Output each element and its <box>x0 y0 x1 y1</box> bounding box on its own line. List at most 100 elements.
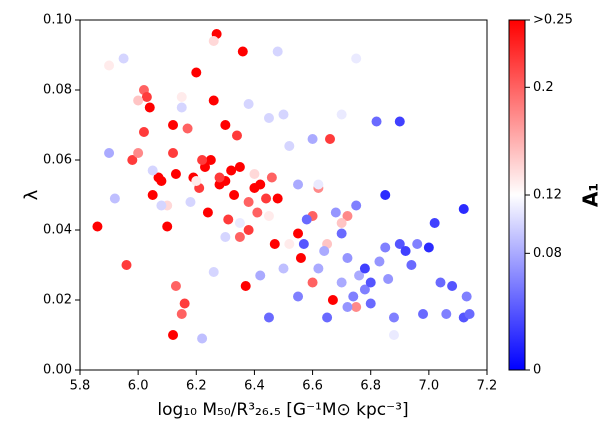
point <box>234 162 245 172</box>
point <box>293 228 304 239</box>
point <box>170 169 181 179</box>
point <box>342 211 353 221</box>
point <box>121 260 132 270</box>
point <box>263 211 274 221</box>
colorbar-tick-label: 0 <box>533 363 541 378</box>
point <box>176 309 187 319</box>
point <box>231 130 242 141</box>
point <box>104 60 115 71</box>
point <box>234 218 245 228</box>
point <box>374 256 385 267</box>
point <box>336 228 347 239</box>
point <box>179 298 190 309</box>
point <box>278 172 289 183</box>
point <box>383 274 394 284</box>
point <box>237 46 248 57</box>
point <box>182 123 193 134</box>
point <box>263 113 274 123</box>
point <box>109 193 120 204</box>
x-tick-label: 6.4 <box>244 379 265 394</box>
plot-frame <box>79 19 488 371</box>
point <box>133 148 144 158</box>
x-tick-label: 7.0 <box>419 379 440 394</box>
point <box>156 200 167 211</box>
point <box>322 312 333 323</box>
point <box>307 277 318 288</box>
point <box>447 281 458 291</box>
point <box>406 260 417 270</box>
point <box>418 309 429 319</box>
point <box>336 218 347 228</box>
point <box>388 312 399 323</box>
point <box>394 116 405 127</box>
point <box>342 253 353 263</box>
point <box>205 155 216 165</box>
point <box>176 92 187 102</box>
y-axis-label: λ <box>21 189 42 200</box>
point <box>229 190 240 200</box>
point <box>293 291 304 302</box>
point <box>272 193 283 204</box>
point <box>243 225 254 235</box>
point <box>234 232 245 242</box>
x-axis-label: log₁₀ M₅₀/R³₂₆.₅ [G⁻¹M⊙ kpc⁻³] <box>157 400 408 420</box>
point <box>365 298 376 309</box>
point <box>336 277 347 288</box>
point <box>118 53 129 64</box>
point <box>197 333 208 344</box>
point <box>92 221 103 232</box>
point <box>388 330 399 340</box>
point <box>261 193 272 204</box>
point <box>327 295 338 305</box>
point <box>127 155 138 165</box>
point <box>156 176 167 186</box>
point <box>429 218 440 228</box>
point <box>278 263 289 274</box>
point <box>144 102 155 113</box>
point <box>243 99 254 109</box>
point <box>380 242 391 253</box>
point <box>359 284 370 295</box>
point <box>243 197 254 207</box>
point <box>354 270 365 281</box>
point <box>423 242 434 253</box>
point <box>293 179 304 190</box>
point <box>365 277 376 288</box>
point <box>461 291 472 302</box>
point <box>226 165 237 176</box>
x-tick-label: 6.6 <box>302 379 323 394</box>
colorbar <box>508 19 526 371</box>
point <box>319 246 330 256</box>
points <box>92 29 475 344</box>
point <box>351 200 362 211</box>
y-tick-label: 0.10 <box>43 13 72 28</box>
point <box>301 214 312 225</box>
x-tick-label: 5.8 <box>70 379 91 394</box>
point <box>325 134 336 144</box>
point <box>220 120 231 130</box>
point <box>284 239 295 249</box>
x-tick-label: 6.2 <box>186 379 207 394</box>
point <box>313 179 324 190</box>
point <box>147 165 158 176</box>
colorbar-tick-label: 0.08 <box>533 246 562 261</box>
point <box>371 116 382 127</box>
point <box>394 239 405 249</box>
point <box>272 46 283 57</box>
point <box>348 291 359 302</box>
colorbar-tick-label: 0.2 <box>533 80 554 95</box>
point <box>284 141 295 151</box>
point <box>104 148 115 158</box>
point <box>208 95 219 106</box>
point <box>278 109 289 120</box>
point <box>176 102 187 113</box>
point <box>252 207 263 218</box>
point <box>307 134 318 144</box>
point <box>191 67 202 78</box>
point <box>240 281 251 291</box>
point <box>458 204 469 214</box>
point <box>359 263 370 274</box>
point <box>147 190 158 200</box>
colorbar-label: A₁ <box>579 183 603 207</box>
